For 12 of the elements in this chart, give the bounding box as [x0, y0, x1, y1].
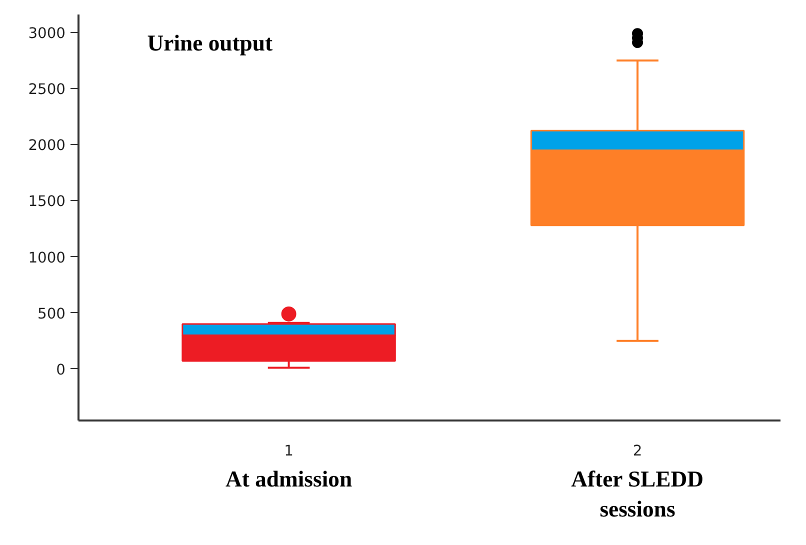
- x-tick-label: 1: [284, 442, 294, 460]
- text: At admission: [226, 466, 352, 492]
- y-tick-label: 2000: [28, 137, 66, 154]
- y-tick-label: 500: [38, 305, 66, 322]
- y-tick-label: 1000: [28, 249, 66, 266]
- x-tick-label: 2: [632, 442, 642, 460]
- y-tick-label: 1500: [28, 193, 66, 210]
- text: After SLEDD sessions: [571, 466, 704, 522]
- y-tick-label: 2500: [28, 81, 66, 98]
- y-tick-label: 3000: [28, 24, 66, 42]
- y-tick-label: 0: [56, 361, 66, 378]
- text: Urine output: [147, 30, 273, 56]
